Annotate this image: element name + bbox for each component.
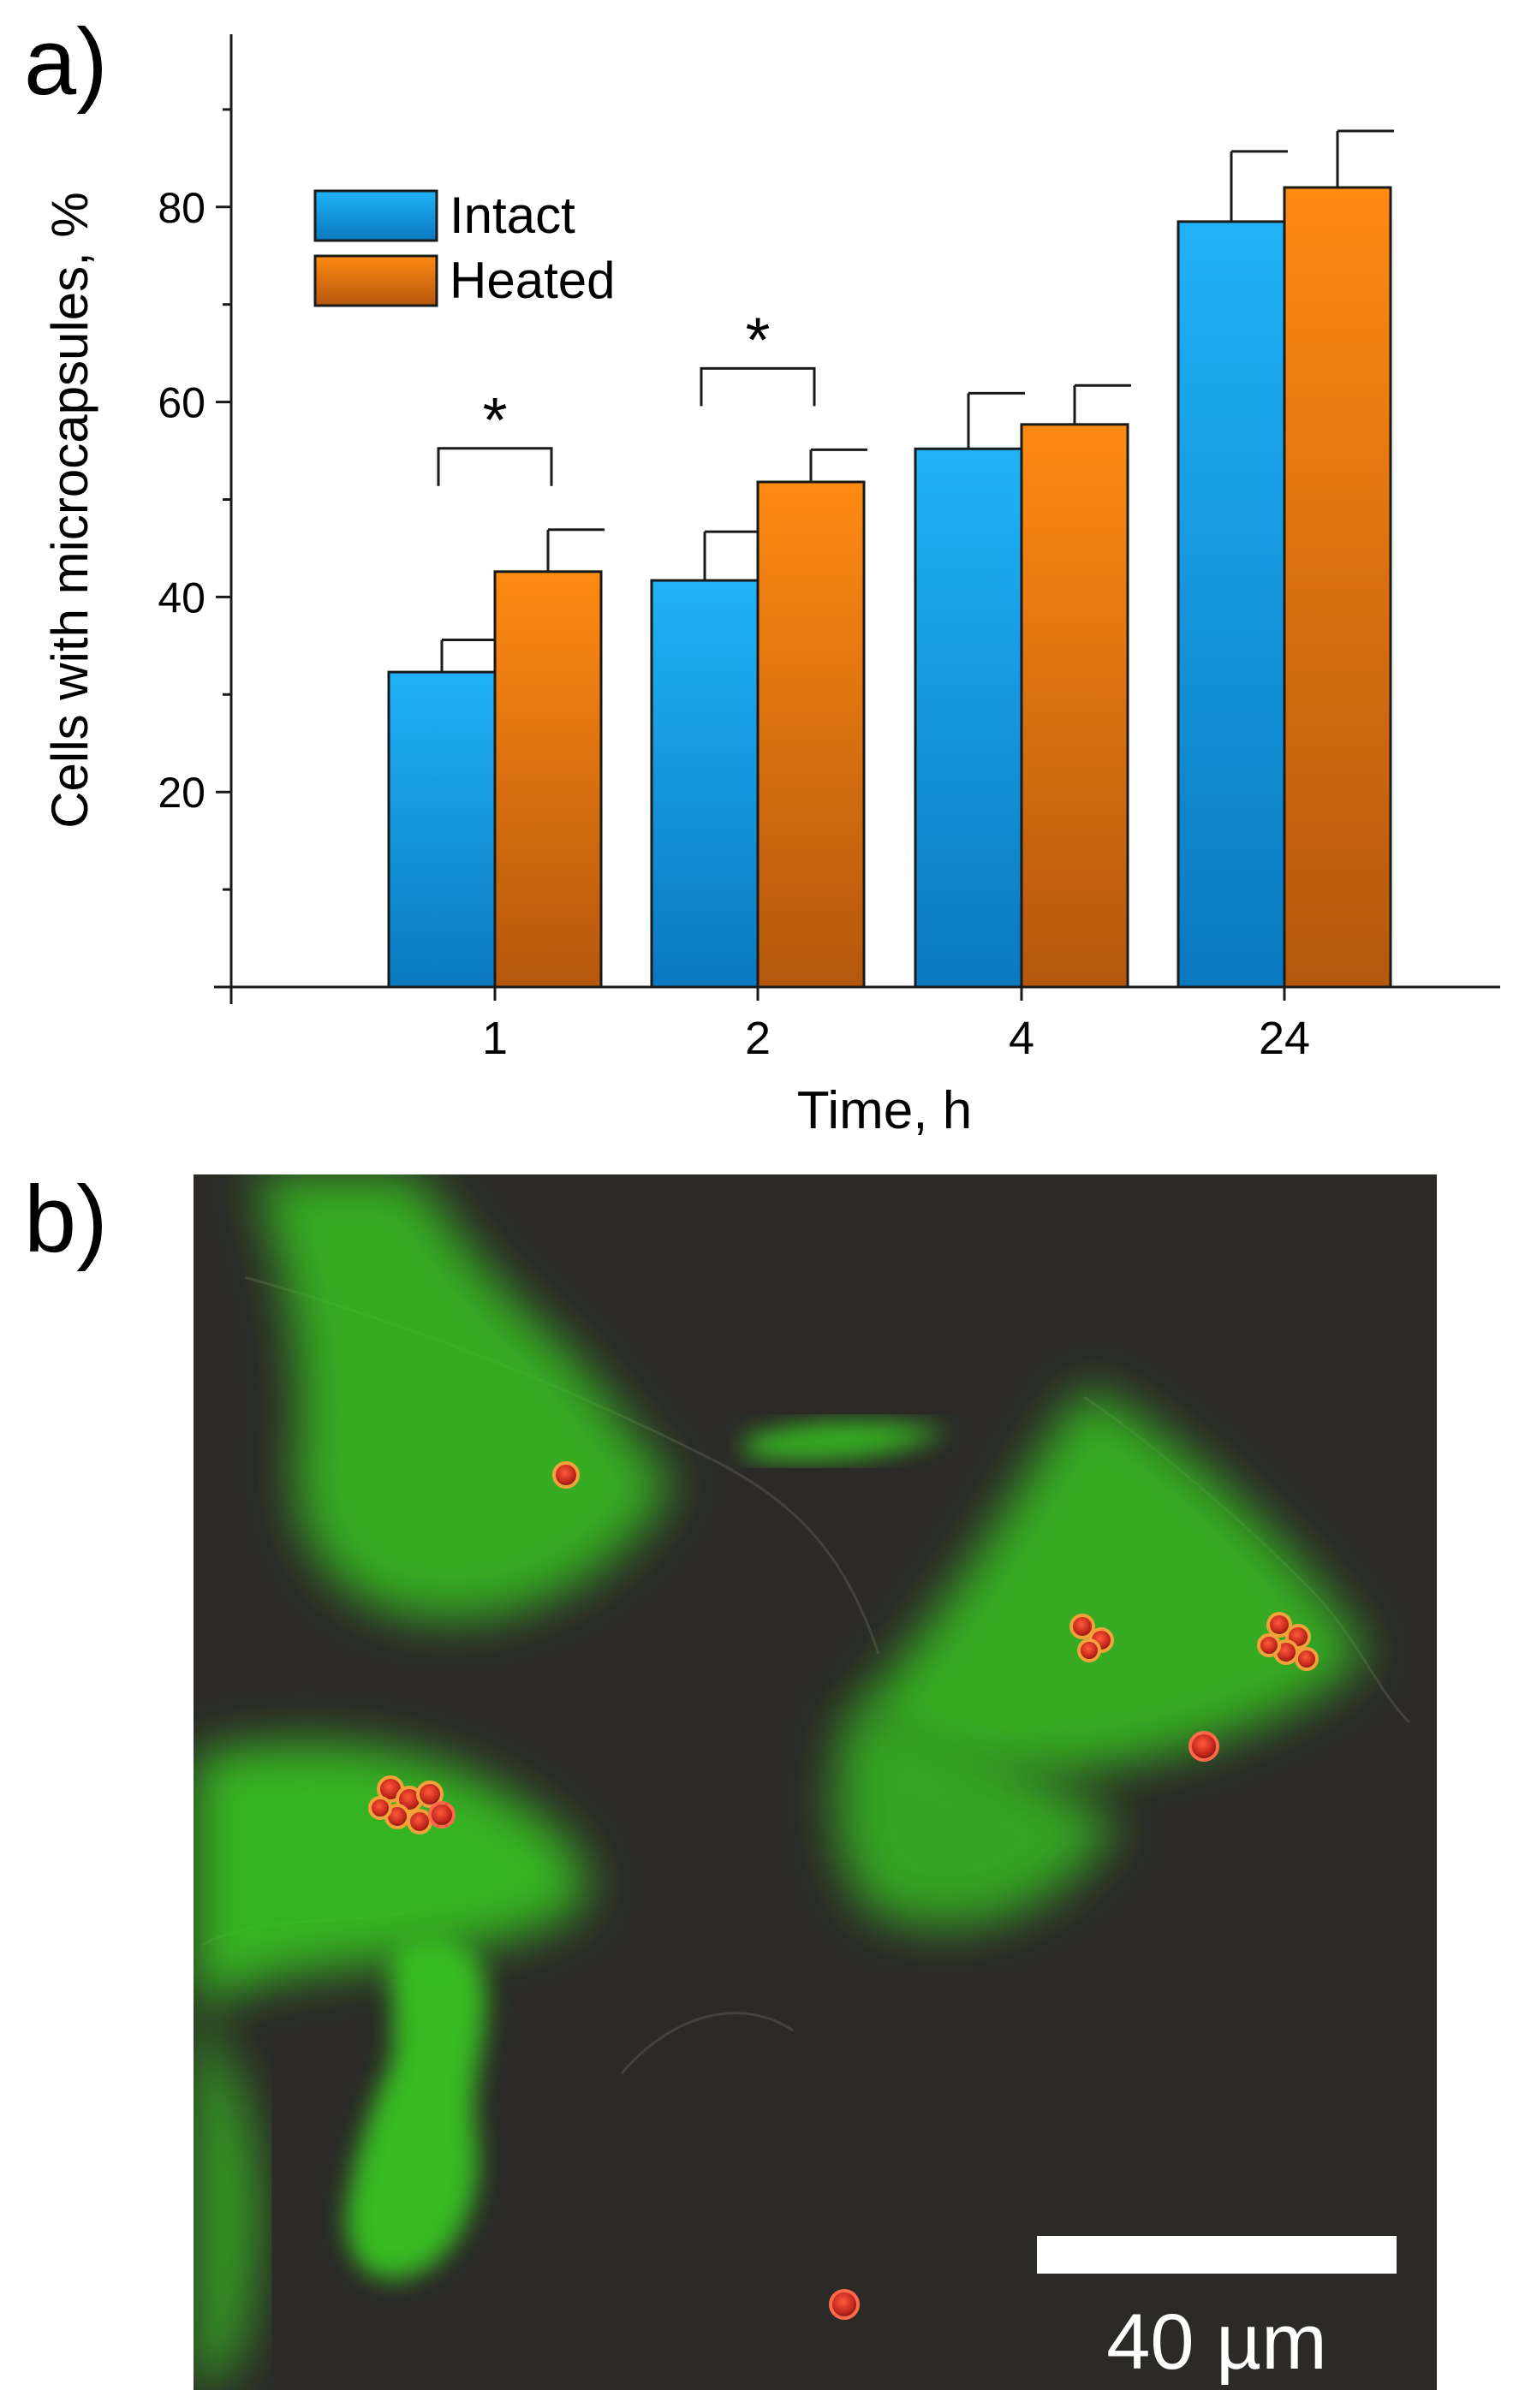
legend-label-heated: Heated xyxy=(450,252,615,309)
x-axis-label: Time, h xyxy=(797,1081,972,1140)
legend-swatch-heated xyxy=(313,254,438,307)
chart-bars: ** xyxy=(387,129,1394,989)
x-tick-label: 24 xyxy=(1259,1013,1310,1064)
cytoplasm-regions xyxy=(194,1174,1367,2390)
bar-heated-2h xyxy=(756,480,866,989)
significance-bracket xyxy=(700,366,816,407)
x-tick-label: 4 xyxy=(1009,1013,1034,1064)
bar-intact-1h xyxy=(387,670,497,989)
bar-heated-4h xyxy=(1020,423,1129,989)
bar-heated-1h xyxy=(493,570,603,989)
x-tick-label: 1 xyxy=(482,1013,508,1064)
bar-intact-2h xyxy=(650,579,760,989)
y-tick-label: 60 xyxy=(158,379,206,427)
significance-bracket xyxy=(437,447,553,486)
legend-swatch-intact xyxy=(313,189,438,242)
scale-bar-label: 40 µm xyxy=(1106,2298,1327,2386)
y-axis-label: Cells with microcapsules, % xyxy=(41,192,98,829)
microcapsules xyxy=(368,1461,1319,2320)
legend-label-intact: Intact xyxy=(450,187,575,244)
significance-asterisk: * xyxy=(483,384,508,455)
bar-heated-24h xyxy=(1283,186,1392,989)
bar-intact-4h xyxy=(914,447,1023,989)
significance-asterisk: * xyxy=(746,304,771,375)
fluorescence-micrograph: 40 µm xyxy=(194,1174,1437,2390)
chart-legend: Intact Heated xyxy=(313,187,615,309)
y-tick-label: 80 xyxy=(158,184,206,232)
panel-a-label: a) xyxy=(24,9,108,115)
y-tick-label: 40 xyxy=(158,574,206,621)
scale-bar xyxy=(1037,2236,1397,2274)
x-tick-label: 2 xyxy=(745,1013,771,1064)
y-tick-label: 20 xyxy=(158,769,206,817)
bar-intact-24h xyxy=(1177,220,1286,989)
panel-b-label: b) xyxy=(24,1167,108,1272)
